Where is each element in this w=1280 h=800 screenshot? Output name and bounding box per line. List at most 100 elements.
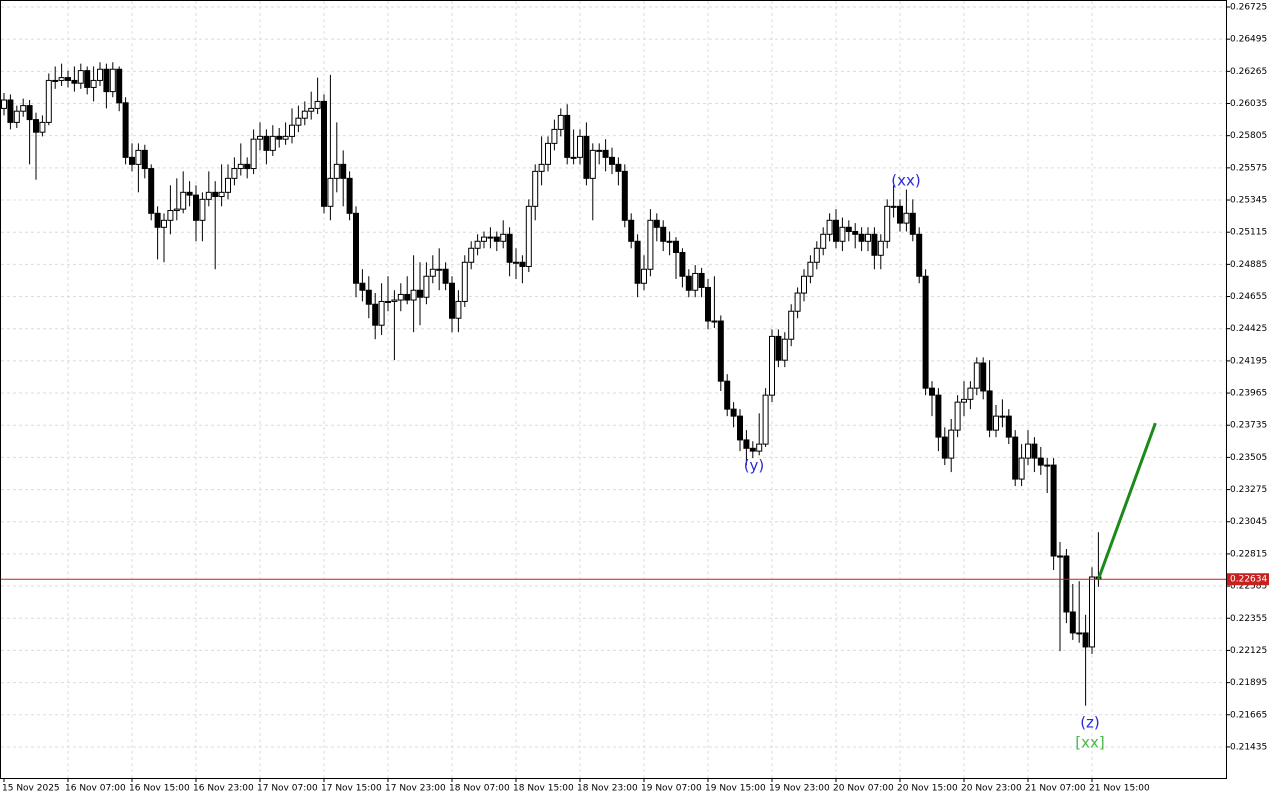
candle-body: [391, 299, 398, 302]
candle-body: [1057, 555, 1063, 558]
candle-body: [634, 240, 641, 284]
y-tick-label: 0.26035: [1230, 99, 1267, 109]
candle-body: [1012, 436, 1019, 480]
candle-body: [372, 303, 379, 326]
candle-body: [442, 268, 449, 284]
candle-body: [858, 233, 865, 242]
candle-body: [890, 205, 897, 208]
wave-label: (z): [1080, 714, 1100, 732]
candle-body: [724, 380, 731, 410]
candle-body: [749, 447, 756, 452]
candle-body: [743, 439, 750, 449]
candle-body: [269, 135, 276, 151]
candle-body: [231, 168, 238, 179]
candle-body: [685, 275, 692, 291]
y-tick-label: 0.22585: [1230, 582, 1267, 592]
candle-body: [660, 226, 667, 242]
candle-body: [577, 135, 583, 158]
candle-body: [762, 394, 769, 445]
candle-body: [967, 387, 974, 400]
y-tick-label: 0.26725: [1230, 2, 1267, 12]
candle-body: [628, 219, 635, 242]
candle-body: [1005, 415, 1012, 438]
candle-body: [852, 230, 859, 235]
candle-body: [161, 219, 167, 228]
candle-body: [263, 135, 270, 151]
candle-body: [903, 212, 910, 224]
candle-body: [615, 163, 622, 172]
candle-body: [506, 233, 513, 263]
candle-body: [666, 240, 673, 243]
candle-body: [167, 210, 174, 221]
x-tick-label: 19 Nov 23:00: [769, 784, 830, 794]
candle-body: [513, 261, 519, 264]
candle-body: [257, 135, 263, 140]
candle-body: [922, 275, 929, 389]
candle-body: [378, 300, 385, 326]
candle-body: [1025, 443, 1031, 459]
candle-body: [673, 240, 679, 253]
candle-body: [826, 219, 833, 235]
candle-body: [193, 194, 199, 221]
candle-body: [359, 282, 366, 291]
candle-body: [1063, 555, 1070, 613]
candle-body: [199, 198, 206, 221]
y-tick-label: 0.24655: [1230, 292, 1267, 302]
candle-body: [436, 268, 443, 271]
y-tick-label: 0.21665: [1230, 710, 1267, 720]
candle-body: [941, 436, 948, 459]
candle-body: [84, 70, 91, 88]
y-tick-label: 0.23735: [1230, 421, 1267, 431]
candle-body: [519, 261, 526, 267]
candle-body: [218, 191, 225, 198]
candle-body: [455, 300, 462, 319]
candle-body: [77, 70, 84, 84]
candle-body: [404, 293, 411, 301]
candle-body: [173, 208, 180, 212]
x-tick-label: 20 Nov 23:00: [961, 784, 1022, 794]
candle-body: [39, 121, 46, 133]
candle-body: [769, 335, 775, 396]
candle-body: [986, 390, 993, 431]
candle-body: [1082, 632, 1089, 648]
candle-body: [980, 362, 987, 392]
candle-body: [7, 99, 14, 123]
candle-body: [225, 177, 231, 193]
candle-body: [692, 272, 699, 291]
candle-body: [948, 429, 955, 459]
candle-body: [845, 226, 852, 232]
candle-body: [865, 233, 871, 242]
candle-body: [807, 261, 814, 277]
candle-body: [1, 99, 7, 109]
candle-body: [602, 149, 609, 158]
y-tick-label: 0.24425: [1230, 324, 1267, 334]
candle-body: [993, 415, 999, 431]
candle-body: [788, 310, 795, 340]
candle-body: [26, 105, 33, 121]
y-tick-label: 0.22125: [1230, 646, 1267, 656]
candle-body: [308, 107, 315, 112]
x-tick-label: 16 Nov 15:00: [129, 784, 190, 794]
candle-body: [916, 233, 923, 277]
y-tick-label: 0.25575: [1230, 163, 1267, 173]
candle-body: [884, 205, 891, 242]
candle-body: [365, 289, 372, 305]
candle-body: [1031, 443, 1038, 459]
x-tick-label: 17 Nov 15:00: [321, 784, 382, 794]
candle-body: [250, 138, 257, 170]
candle-body: [109, 68, 116, 93]
candle-body: [781, 338, 788, 361]
candle-body: [493, 236, 500, 242]
candle-body: [135, 149, 142, 165]
candle-body: [1044, 464, 1051, 467]
candle-body: [551, 128, 558, 144]
candle-body: [417, 289, 423, 298]
candle-body: [737, 415, 743, 441]
candle-body: [877, 240, 884, 256]
candle-body: [148, 168, 155, 214]
x-tick-label: 18 Nov 15:00: [513, 784, 574, 794]
candle-body: [961, 398, 967, 403]
y-tick-label: 0.23505: [1230, 453, 1267, 463]
